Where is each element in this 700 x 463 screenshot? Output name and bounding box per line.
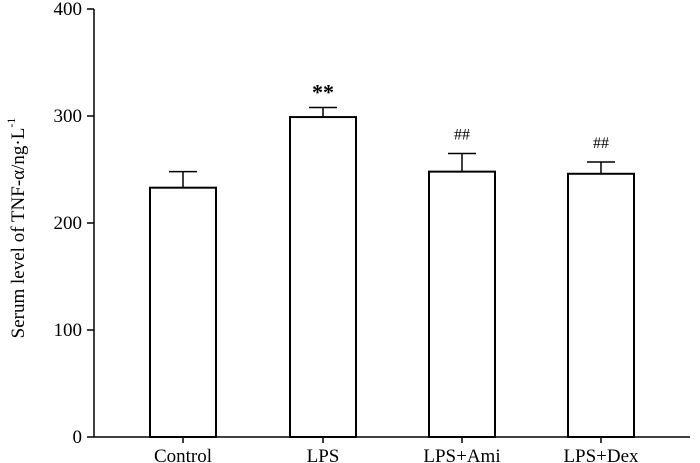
error-bars <box>169 106 615 188</box>
bar <box>289 116 357 438</box>
bar <box>428 170 496 438</box>
y-axis-label-text: Serum level of TNF-α/ng·L <box>8 128 29 339</box>
bars <box>149 116 635 438</box>
x-category-label: Control <box>154 446 212 463</box>
significance-annotations: ** ## ## <box>312 79 609 152</box>
y-axis-label-superscript: -1 <box>4 118 18 128</box>
y-tick-label: 300 <box>54 106 83 127</box>
y-axis-label: Serum level of TNF-α/ng·L-1 <box>4 118 29 339</box>
significance-label: ## <box>454 126 470 143</box>
y-tick-label: 100 <box>54 320 83 341</box>
significance-label: ** <box>312 79 334 104</box>
bar <box>567 172 635 438</box>
y-tick-label: 400 <box>54 0 83 20</box>
x-category-label: LPS <box>307 446 340 463</box>
x-category-label: LPS+Ami <box>423 446 500 463</box>
x-tick-labels: Control LPS LPS+Ami LPS+Dex <box>154 446 639 463</box>
significance-label: ## <box>593 135 609 152</box>
y-tick-label: 200 <box>54 213 83 234</box>
x-category-label: LPS+Dex <box>563 446 639 463</box>
y-tick-label: 0 <box>73 427 83 448</box>
bar <box>149 186 217 438</box>
y-tick-labels: 0 100 200 300 400 <box>54 0 83 448</box>
